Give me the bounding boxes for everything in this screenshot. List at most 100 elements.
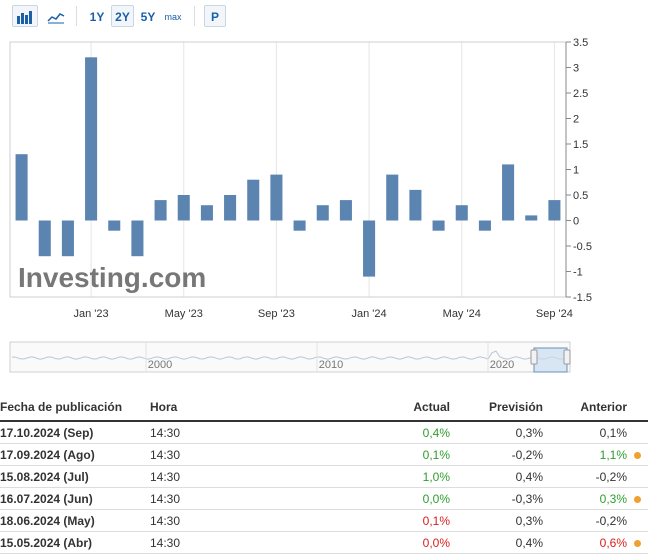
release-date-cell: 18.06.2024 (May) [0, 509, 150, 532]
bar [339, 200, 352, 221]
navigator-year-label: 2000 [148, 359, 172, 371]
toolbar-divider [194, 6, 195, 26]
y-tick-label: 0 [573, 216, 579, 228]
history-table: Fecha de publicación Hora Actual Previsi… [0, 394, 648, 554]
actual-cell: 0,0% [300, 531, 450, 554]
actual-cell: 0,4% [300, 421, 450, 444]
period-2y-button[interactable]: 2Y [111, 5, 134, 27]
header-release-date[interactable]: Fecha de publicación [0, 394, 150, 422]
chart-toolbar: 1Y 2Y 5Y max P [0, 0, 648, 32]
actual-cell: 0,1% [300, 443, 450, 466]
bar [177, 195, 190, 221]
bar-chart: Investing.com 3.5 3 2.5 2 1.5 1 0.5 0 -0.5 -1 -1.5 J… [0, 34, 648, 324]
time-cell: 14:30 [150, 443, 300, 466]
bar [293, 220, 306, 231]
revision-dot-cell [627, 421, 648, 444]
previous-cell: 0,6% [543, 531, 627, 554]
release-date-cell: 17.09.2024 (Ago) [0, 443, 150, 466]
x-tick-label: May '24 [443, 308, 481, 320]
table-row: 15.05.2024 (Abr) 14:30 0,0% 0,4% 0,6% [0, 531, 648, 554]
time-cell: 14:30 [150, 421, 300, 444]
actual-cell: 1,0% [300, 465, 450, 488]
bar [316, 205, 329, 221]
y-tick-label: -1 [573, 267, 583, 279]
forecast-cell: 0,3% [450, 421, 543, 444]
toolbar-divider [76, 6, 77, 26]
chart-navigator[interactable]: 2000 2010 2020 [0, 338, 648, 378]
navigator-frame [9, 341, 571, 373]
bar [61, 220, 74, 257]
period-1y-button[interactable]: 1Y [89, 10, 105, 24]
revision-dot-cell [627, 509, 648, 532]
revised-indicator-icon[interactable] [634, 495, 641, 503]
bar [15, 154, 28, 221]
actual-cell: 0,1% [300, 509, 450, 532]
y-tick-label: 2.5 [573, 88, 588, 100]
table-header-row: Fecha de publicación Hora Actual Previsi… [0, 394, 648, 422]
release-date-cell: 15.05.2024 (Abr) [0, 531, 150, 554]
header-time[interactable]: Hora [150, 394, 300, 422]
navigator-svg: 2000 2010 2020 [9, 341, 571, 373]
bar [38, 220, 51, 257]
bar [409, 189, 422, 221]
table-row: 15.08.2024 (Jul) 14:30 1,0% 0,4% -0,2% [0, 465, 648, 488]
x-tick-label: Jan '24 [352, 308, 387, 320]
time-cell: 14:30 [150, 531, 300, 554]
bar [432, 220, 445, 231]
time-cell: 14:30 [150, 487, 300, 510]
y-tick-label: -1.5 [573, 292, 592, 304]
navigator-year-label: 2010 [319, 359, 343, 371]
header-actual[interactable]: Actual [300, 394, 450, 422]
navigator-year-label: 2020 [490, 359, 514, 371]
bar [247, 179, 260, 221]
revised-indicator-icon[interactable] [634, 451, 641, 459]
forecast-cell: -0,3% [450, 487, 543, 510]
time-cell: 14:30 [150, 509, 300, 532]
y-tick-label: 3.5 [573, 37, 588, 49]
revision-dot-cell [627, 443, 648, 466]
bar [154, 200, 167, 221]
navigator-series [11, 350, 565, 360]
previous-cell: -0,2% [543, 465, 627, 488]
navigator-handle [563, 349, 571, 365]
previous-cell: 0,1% [543, 421, 627, 444]
y-tick-label: 1.5 [573, 139, 588, 151]
release-date-cell: 17.10.2024 (Sep) [0, 421, 150, 444]
bar [108, 220, 121, 231]
x-tick-label: Jan '23 [74, 308, 109, 320]
period-max-button[interactable]: max [164, 12, 182, 22]
bar-chart-icon [17, 11, 32, 24]
header-spacer [627, 394, 648, 422]
time-cell: 14:30 [150, 465, 300, 488]
bar-chart-type-button[interactable] [12, 5, 38, 27]
bar [224, 195, 237, 221]
revised-indicator-icon[interactable] [634, 539, 641, 547]
x-tick-label: Sep '23 [258, 308, 295, 320]
navigator-handle [530, 349, 538, 365]
header-previous[interactable]: Anterior [543, 394, 627, 422]
forecast-cell: 0,4% [450, 465, 543, 488]
bar [455, 205, 468, 221]
previous-cell: 0,3% [543, 487, 627, 510]
forecast-cell: 0,3% [450, 509, 543, 532]
y-tick-label: 2 [573, 114, 579, 126]
header-forecast[interactable]: Previsión [450, 394, 543, 422]
release-date-cell: 16.07.2024 (Jun) [0, 487, 150, 510]
revision-dot-cell [627, 487, 648, 510]
p-button[interactable]: P [204, 5, 226, 27]
table-row: 17.09.2024 (Ago) 14:30 0,1% -0,2% 1,1% [0, 443, 648, 466]
x-tick-label: May '23 [165, 308, 203, 320]
forecast-cell: -0,2% [450, 443, 543, 466]
y-tick-label: 0.5 [573, 190, 588, 202]
line-chart-type-button[interactable] [44, 5, 68, 27]
y-tick-label: 3 [573, 63, 579, 75]
period-5y-button[interactable]: 5Y [140, 10, 156, 24]
bar [200, 205, 213, 221]
previous-cell: -0,2% [543, 509, 627, 532]
bar [525, 215, 538, 221]
line-chart-icon [47, 13, 65, 24]
y-tick-label: 1 [573, 165, 579, 177]
x-tick-label: Sep '24 [536, 308, 573, 320]
bar [548, 200, 561, 221]
navigator-selection [533, 347, 568, 373]
